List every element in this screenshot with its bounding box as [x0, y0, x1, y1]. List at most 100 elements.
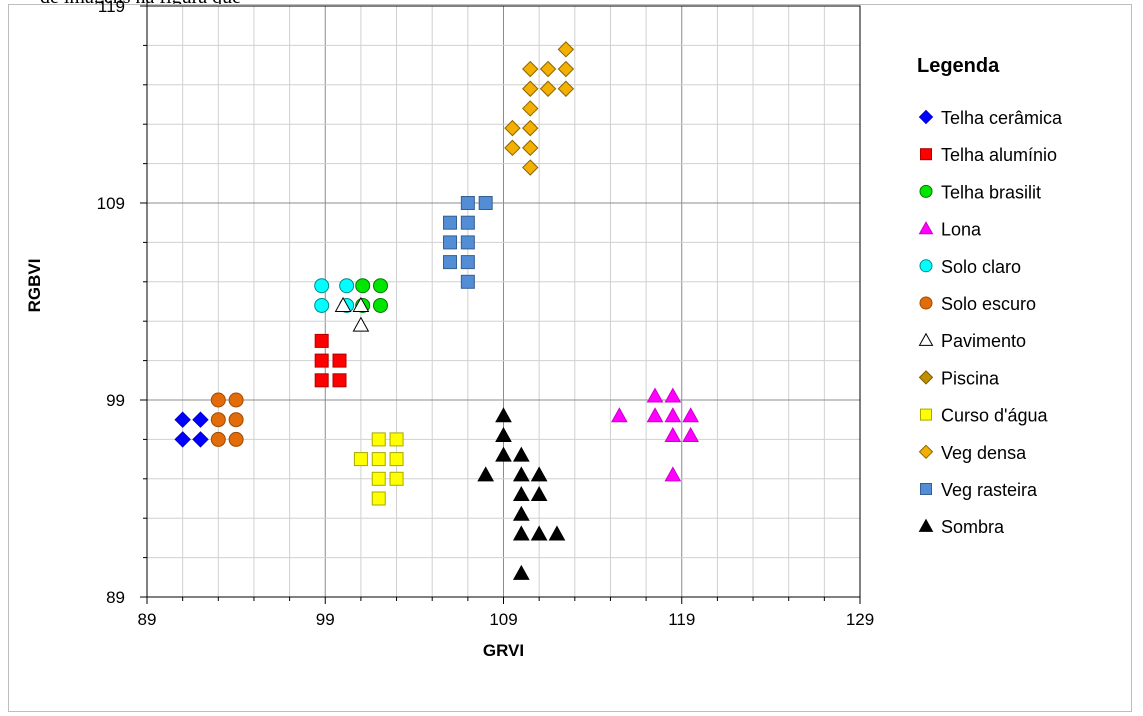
legend-label: Veg rasteira [941, 480, 1038, 500]
data-point [371, 491, 386, 506]
data-point [192, 411, 209, 428]
data-point [314, 278, 330, 294]
data-point [174, 411, 191, 428]
data-point [548, 525, 566, 541]
data-point [443, 255, 458, 270]
data-point [664, 387, 682, 403]
data-point [478, 196, 493, 210]
data-point [352, 296, 370, 312]
data-point [460, 215, 475, 230]
data-point [460, 255, 475, 270]
data-point [210, 412, 226, 428]
data-point [522, 100, 539, 117]
legend-marker [918, 109, 934, 125]
legend-label: Telha alumínio [941, 145, 1057, 165]
data-point [522, 80, 539, 97]
legend-marker [918, 370, 934, 385]
data-point [664, 407, 682, 423]
data-point [522, 159, 539, 176]
legend-label: Solo escuro [941, 294, 1036, 314]
legend-marker [920, 408, 932, 421]
legend-marker [919, 296, 933, 310]
legend-marker [920, 483, 932, 495]
data-point [355, 278, 371, 294]
legend-label: Sombra [941, 517, 1005, 537]
y-tick-label: 119 [98, 0, 125, 16]
legend-marker [918, 332, 934, 346]
data-point [210, 431, 226, 447]
data-point [373, 278, 389, 294]
legend-label: Telha brasilit [941, 182, 1041, 202]
legend-label: Curso d'água [941, 406, 1048, 426]
y-axis-title: RGBVI [25, 259, 44, 313]
data-point [460, 235, 475, 250]
data-point [314, 333, 329, 348]
y-tick-label: 109 [97, 194, 125, 213]
legend-marker [918, 518, 934, 532]
data-point [314, 297, 330, 313]
data-point [332, 353, 347, 368]
data-point [334, 296, 352, 312]
data-point [646, 387, 664, 403]
data-point [228, 431, 244, 447]
data-point [495, 407, 512, 423]
legend-marker [919, 259, 933, 273]
x-axis-title: GRVI [483, 641, 524, 660]
legend-marker [918, 444, 934, 460]
legend-marker [920, 148, 932, 161]
data-point [389, 471, 404, 486]
x-tick-label: 129 [846, 610, 874, 629]
data-point [352, 316, 370, 332]
data-point [314, 373, 329, 388]
data-point [504, 139, 521, 157]
data-point [339, 278, 355, 294]
data-point [371, 471, 386, 486]
data-point [495, 426, 512, 442]
data-point [539, 80, 557, 97]
legend-marker [919, 184, 933, 198]
data-point [371, 452, 386, 467]
data-point [477, 466, 495, 482]
data-point [512, 564, 530, 580]
data-point [611, 407, 628, 423]
legend-label: Telha cerâmica [941, 108, 1063, 128]
x-tick-label: 109 [489, 610, 517, 629]
data-point [314, 353, 329, 368]
data-point [664, 466, 682, 482]
data-point [557, 60, 575, 78]
data-point [522, 60, 539, 78]
data-point [443, 235, 458, 250]
grid-lines [146, 5, 861, 598]
data-point [646, 407, 664, 423]
data-point [539, 60, 557, 78]
data-point [443, 215, 458, 230]
data-point [371, 432, 386, 447]
legend-label: Veg densa [941, 443, 1027, 463]
data-point [228, 392, 244, 408]
legend-marker [918, 221, 934, 235]
legend-label: Pavimento [941, 331, 1026, 351]
data-point [210, 392, 226, 408]
data-point [512, 505, 530, 521]
y-tick-label: 89 [106, 588, 125, 607]
data-point [664, 426, 682, 442]
data-point [353, 452, 368, 467]
data-point [228, 412, 244, 428]
data-point [192, 431, 209, 448]
data-point [530, 486, 548, 502]
data-point [495, 446, 512, 462]
data-points [174, 41, 700, 580]
data-point [557, 41, 575, 58]
x-tick-label: 89 [138, 610, 157, 629]
legend-label: Piscina [941, 368, 1000, 388]
chart-frame [8, 4, 1132, 712]
legend: Legenda Telha cerâmica Telha alumínio Telh… [917, 55, 1063, 537]
data-point [174, 431, 191, 448]
data-point [504, 119, 521, 137]
data-point [530, 466, 548, 482]
data-point [682, 426, 700, 442]
data-point [332, 373, 347, 388]
data-point [512, 446, 530, 462]
axes: 89 99 109 119 129 89 99 109 119 [97, 0, 875, 629]
data-point [682, 407, 700, 423]
